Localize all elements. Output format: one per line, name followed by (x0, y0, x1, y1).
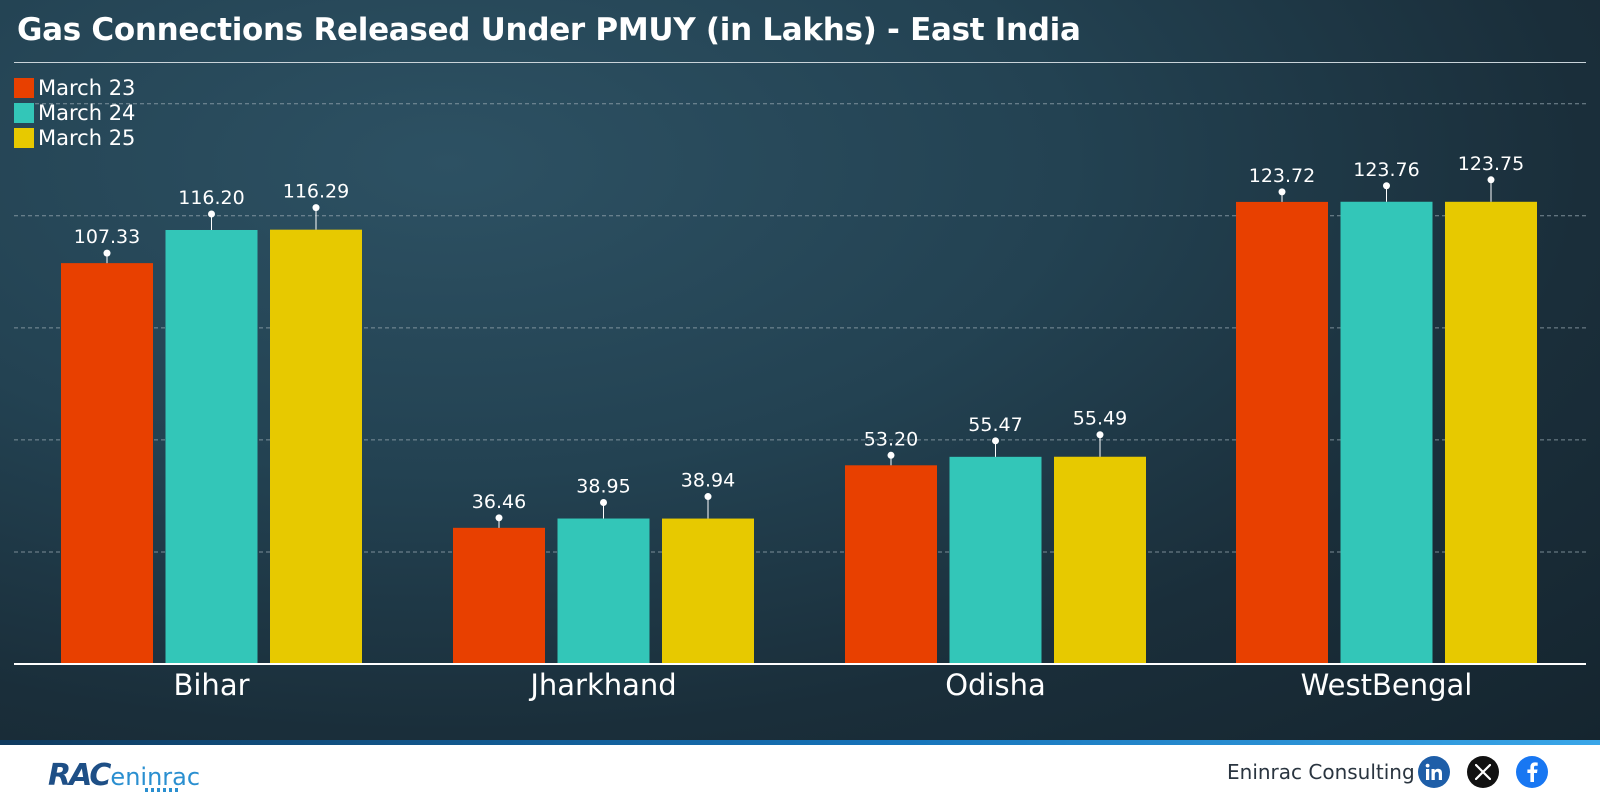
label-dot (1278, 188, 1286, 196)
bar (165, 229, 258, 665)
legend: March 23 March 24 March 25 (14, 75, 135, 150)
label-dot (208, 210, 215, 218)
data-label: 116.29 (283, 181, 349, 203)
bar-chart: 107.33 116.20 116.29 36.46 38.95 38.94 53.20 55… (14, 103, 1586, 702)
category-label: Odisha (945, 668, 1046, 702)
data-label: 123.75 (1458, 153, 1524, 175)
legend-item-march-25: March 25 (14, 125, 135, 150)
label-dot (495, 514, 503, 522)
data-label: 123.76 (1353, 159, 1419, 181)
bar (1054, 456, 1146, 664)
data-label: 107.33 (74, 226, 140, 248)
data-label: 116.20 (178, 187, 244, 209)
label-dot (312, 204, 320, 212)
category-label: WestBengal (1301, 668, 1473, 702)
brand-name: Eninrac Consulting (1227, 760, 1415, 784)
facebook-glyph (1527, 762, 1538, 782)
facebook-icon[interactable] (1516, 756, 1548, 788)
linkedin-icon[interactable] (1418, 756, 1450, 788)
label-dot (1383, 182, 1390, 190)
title-divider (14, 62, 1586, 63)
label-dot (992, 437, 999, 445)
label-dot (704, 493, 712, 501)
category-labels: Bihar Jharkhand Odisha WestBengal (173, 668, 1472, 702)
data-label: 55.49 (1073, 408, 1127, 430)
bar (845, 465, 937, 664)
label-dot (1096, 431, 1104, 439)
legend-item-march-24: March 24 (14, 100, 135, 125)
data-labels: 107.33 116.20 116.29 36.46 38.95 38.94 53.20 55… (74, 153, 1524, 528)
label-dot (103, 249, 111, 257)
bar (949, 456, 1042, 664)
data-label: 123.72 (1249, 165, 1315, 187)
legend-label: March 23 (38, 75, 136, 100)
bar (1445, 201, 1537, 664)
chart-panel: Gas Connections Released Under PMUY (in … (0, 0, 1600, 740)
legend-swatch (14, 102, 34, 123)
label-dot (887, 451, 895, 459)
bar (1340, 201, 1433, 664)
bar (662, 518, 754, 664)
data-label: 38.95 (576, 476, 630, 498)
x-icon[interactable] (1467, 756, 1499, 788)
legend-label: March 25 (38, 125, 136, 150)
linkedin-glyph (1425, 763, 1442, 780)
data-label: 36.46 (472, 491, 526, 513)
bar (453, 527, 545, 664)
bar (1236, 201, 1328, 664)
category-label: Bihar (173, 668, 249, 702)
legend-item-march-23: March 23 (14, 75, 135, 100)
chart-title: Gas Connections Released Under PMUY (in … (17, 12, 1081, 48)
data-label: 53.20 (864, 428, 918, 450)
bar (557, 518, 650, 664)
bar (270, 229, 362, 664)
footer-stripe (0, 740, 1600, 745)
category-label: Jharkhand (528, 668, 676, 702)
logo-mark: RAC (48, 758, 111, 793)
footer: RAC eninrac Eninrac Consulting (0, 745, 1600, 800)
data-label: 55.47 (968, 414, 1022, 436)
label-dot (1487, 176, 1495, 184)
bar (61, 263, 153, 664)
x-glyph (1475, 764, 1491, 780)
eninrac-logo[interactable]: RAC eninrac (48, 755, 200, 793)
legend-swatch (14, 77, 34, 98)
legend-label: March 24 (38, 100, 136, 125)
data-label: 38.94 (681, 470, 735, 492)
legend-swatch (14, 127, 34, 148)
logo-dots (145, 788, 181, 792)
logo-wordmark: eninrac (110, 763, 201, 791)
bars (61, 201, 1537, 665)
label-dot (600, 499, 607, 507)
